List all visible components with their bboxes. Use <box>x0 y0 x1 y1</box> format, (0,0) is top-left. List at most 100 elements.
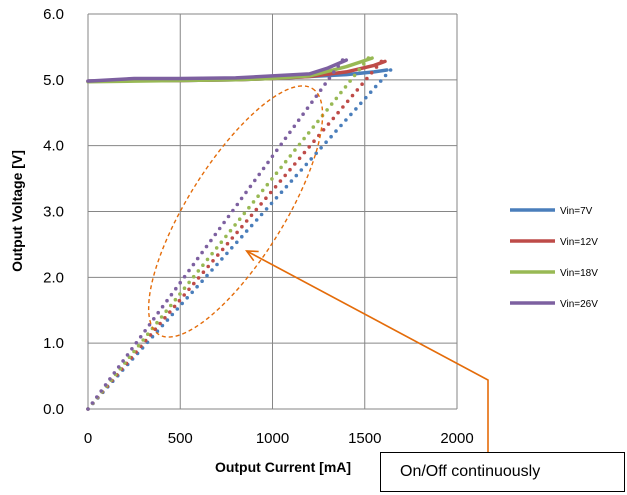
foldback-point <box>311 125 316 129</box>
foldback-point <box>293 148 297 152</box>
foldback-point <box>348 79 352 83</box>
foldback-point <box>321 128 326 132</box>
foldback-point <box>257 172 262 177</box>
y-tick-label: 3.0 <box>43 204 64 221</box>
foldback-point <box>210 251 214 256</box>
foldback-point <box>103 383 108 387</box>
foldback-point <box>217 226 222 231</box>
foldback-point <box>204 244 209 249</box>
foldback-point <box>292 124 297 129</box>
foldback-point <box>191 274 196 279</box>
foldback-point <box>220 257 224 261</box>
foldback-point <box>360 82 364 86</box>
foldback-point <box>235 230 239 235</box>
foldback-point <box>187 287 191 292</box>
x-axis-title: Output Current [mA] <box>215 459 351 475</box>
foldback-point <box>343 85 348 89</box>
x-tick-label: 1000 <box>256 430 289 447</box>
foldback-point <box>294 173 299 178</box>
foldback-point <box>268 190 273 195</box>
foldback-point <box>334 129 338 133</box>
foldback-point <box>239 196 244 201</box>
foldback-point <box>185 296 189 300</box>
foldback-point <box>90 401 95 405</box>
foldback-point <box>310 100 314 104</box>
foldback-point <box>266 160 270 165</box>
foldback-point <box>368 90 373 94</box>
foldback-point <box>235 240 239 245</box>
foldback-point <box>283 159 288 164</box>
foldback-point <box>259 202 263 206</box>
foldback-point <box>141 338 145 342</box>
foldback-point <box>283 136 288 141</box>
foldback-point <box>172 304 177 309</box>
foldback-point <box>195 256 200 261</box>
foldback-point <box>336 64 341 68</box>
foldback-point <box>195 284 199 289</box>
foldback-point <box>373 84 378 89</box>
foldback-point <box>138 335 143 339</box>
foldback-point <box>247 205 251 210</box>
foldback-point <box>324 140 328 144</box>
foldback-point <box>233 223 237 227</box>
foldback-point <box>125 353 130 357</box>
foldback-point <box>182 293 186 297</box>
foldback-point <box>309 157 314 161</box>
foldback-point <box>312 139 316 143</box>
foldback-point <box>213 232 218 237</box>
foldback-point <box>365 76 369 81</box>
y-tick-label: 6.0 <box>43 6 64 23</box>
foldback-point <box>254 207 259 212</box>
foldback-point <box>288 154 293 158</box>
annotation <box>147 85 489 452</box>
y-tick-label: 5.0 <box>43 72 64 89</box>
annotation-arrowhead <box>245 250 259 262</box>
foldback-point <box>355 88 360 92</box>
foldback-point <box>192 281 196 286</box>
annotation-arrow <box>246 250 489 452</box>
foldback-point <box>136 343 141 348</box>
foldback-point <box>259 212 264 217</box>
series-line-4 <box>86 58 349 83</box>
foldback-point <box>112 371 117 375</box>
foldback-point <box>269 201 274 206</box>
foldback-point <box>319 146 323 150</box>
foldback-point <box>228 228 233 233</box>
foldback-point <box>244 219 249 223</box>
foldback-point <box>265 182 270 187</box>
foldback-point <box>354 107 358 111</box>
foldback-point <box>240 224 244 229</box>
foldback-point <box>349 112 353 117</box>
foldback-point <box>180 301 184 306</box>
legend-label: Vin=12V <box>560 237 598 248</box>
foldback-point <box>224 234 228 239</box>
foldback-point <box>249 223 254 228</box>
foldback-point <box>289 179 294 183</box>
foldback-point <box>306 131 311 135</box>
foldback-point <box>326 122 331 126</box>
foldback-point <box>288 167 292 172</box>
foldback-point <box>339 90 343 95</box>
foldback-point <box>316 119 320 124</box>
foldback-point <box>237 217 242 221</box>
foldback-point <box>378 79 383 83</box>
foldback-point <box>240 234 244 239</box>
legend-label: Vin=26V <box>560 299 598 310</box>
foldback-point <box>222 220 226 225</box>
foldback-point <box>329 134 333 139</box>
series-line-3 <box>86 56 374 84</box>
foldback-point <box>339 123 343 128</box>
foldback-point <box>165 318 170 322</box>
foldback-point <box>254 218 259 222</box>
foldback-point <box>196 269 201 273</box>
foldback-point <box>187 280 191 285</box>
foldback-point <box>214 246 219 250</box>
foldback-point <box>134 341 139 345</box>
foldback-point <box>357 67 362 72</box>
foldback-point <box>148 333 153 337</box>
foldback-point <box>264 196 268 200</box>
foldback-point <box>279 190 284 194</box>
foldback-point <box>86 407 90 411</box>
foldback-point <box>168 310 172 314</box>
